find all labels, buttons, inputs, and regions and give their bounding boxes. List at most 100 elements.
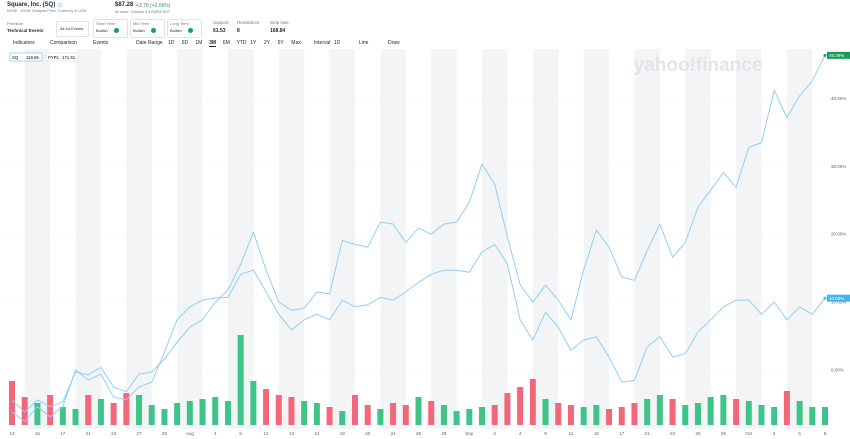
volume-bar — [504, 393, 511, 425]
volume-bar — [364, 405, 371, 425]
legend-item: SQ 118.65 — [9, 52, 43, 62]
volume-bar — [59, 407, 66, 425]
range-button[interactable]: 5D — [181, 40, 189, 46]
x-tick-label: 6 — [798, 431, 801, 436]
term-box[interactable]: Mid Term Bullish — [130, 19, 165, 38]
draw-button[interactable]: Draw — [388, 40, 400, 46]
x-tick-label: 11 — [569, 431, 574, 436]
volume-bar — [123, 393, 130, 425]
volume-bar — [301, 401, 308, 425]
volume-bar — [466, 409, 473, 425]
interval[interactable]: Interval — [314, 40, 331, 46]
range-button[interactable]: 2Y — [263, 40, 271, 46]
range-button[interactable]: Max — [291, 40, 301, 46]
x-tick-label: 13 — [9, 431, 15, 436]
legend-name: SQ — [12, 55, 19, 60]
volume-bar — [377, 409, 384, 425]
toolbar-item[interactable]: Indicators — [13, 40, 35, 46]
volume-bar — [644, 399, 651, 425]
x-tick-label: 6 — [239, 431, 242, 436]
volume-bar — [390, 403, 397, 425]
legend-item: PYPL 171.51 — [45, 52, 79, 62]
x-tick-label: 27 — [137, 431, 143, 436]
x-tick-label: 4 — [214, 431, 217, 436]
watch-star[interactable]: ☆ — [57, 2, 64, 9]
range-button[interactable]: 6M — [222, 40, 230, 46]
volume-bar — [97, 399, 104, 425]
y-tick-label: 30.00% — [831, 164, 846, 169]
volume-bar — [275, 395, 282, 425]
range-button[interactable]: 1M — [195, 40, 203, 46]
volume-bar — [783, 391, 790, 425]
end-dot — [823, 296, 827, 300]
end-label: 10.58% — [829, 296, 844, 301]
price: $87.28 — [115, 2, 134, 8]
volume-bar — [555, 403, 562, 425]
term-box[interactable]: Short Term Bullish — [93, 19, 128, 38]
toolbar-item[interactable]: Date Range — [136, 40, 163, 46]
term-icon — [151, 28, 156, 33]
toolbar-item[interactable]: Comparison — [50, 40, 77, 46]
volume-bar — [161, 409, 168, 425]
premium: Premium — [7, 21, 24, 26]
volume-bar — [351, 395, 358, 425]
range-button[interactable]: 1Y — [250, 40, 257, 46]
volume-bar — [669, 399, 676, 425]
x-tick-label: 28 — [441, 431, 447, 436]
x-tick-label: 2 — [773, 431, 776, 436]
volume-bar — [34, 403, 41, 425]
interval-value[interactable]: 1D — [334, 40, 341, 46]
volume-bar — [186, 401, 193, 425]
range-button[interactable]: YTD — [236, 40, 247, 46]
volume-bar — [580, 407, 587, 425]
stripe — [24, 49, 51, 429]
volume-bar — [339, 411, 346, 425]
x-tick-label: Oct — [745, 431, 753, 436]
volume-bar — [288, 397, 295, 425]
range-button[interactable]: 5Y — [277, 40, 284, 46]
volume-bar — [110, 403, 117, 425]
term-box[interactable]: Long Term Bullish — [167, 19, 202, 38]
x-tick-label: 14 — [314, 431, 320, 436]
x-tick-label: 25 — [695, 431, 701, 436]
end-badge — [827, 51, 850, 59]
level-label: Stop loss — [270, 20, 289, 25]
level-value: 8 — [237, 28, 240, 34]
x-tick-label: 12 — [289, 431, 295, 436]
x-tick-label: 8 — [824, 431, 827, 436]
line-button[interactable]: Line — [359, 40, 369, 46]
technical-events: Technical Events — [7, 28, 44, 33]
stripe — [482, 49, 508, 429]
series-line — [11, 243, 826, 423]
stripe — [177, 49, 203, 429]
end-dot — [823, 53, 827, 57]
toolbar-item[interactable]: Events — [93, 40, 109, 46]
volume-bar — [47, 395, 54, 425]
x-tick-label: 23 — [111, 431, 117, 436]
term-label: Long Term — [170, 21, 189, 26]
range-button[interactable]: 3M — [209, 40, 217, 47]
range-button[interactable]: 1D — [168, 40, 175, 46]
x-tick-label: 23 — [670, 431, 676, 436]
volume-bar — [21, 397, 28, 425]
level-value: 61.53 — [213, 28, 226, 34]
x-tick-label: 21 — [645, 431, 651, 436]
volume-bar — [440, 405, 447, 425]
x-tick-label: 24 — [391, 431, 397, 436]
x-tick-label: 21 — [86, 431, 92, 436]
volume-bar — [618, 407, 625, 425]
volume-bar — [491, 405, 498, 425]
volume-bar — [529, 379, 536, 425]
stripe — [786, 49, 813, 429]
volume-bar — [771, 407, 778, 425]
events-button[interactable]: All 44 Events — [56, 21, 89, 37]
stripe — [329, 49, 355, 429]
volume-bar — [694, 403, 701, 425]
end-badge — [827, 294, 850, 302]
volume-bar — [402, 405, 409, 425]
term-icon — [114, 28, 119, 33]
level-label: Resistance — [237, 20, 260, 25]
stripe — [532, 49, 559, 429]
stripe — [685, 49, 711, 429]
volume-bar — [606, 409, 613, 425]
